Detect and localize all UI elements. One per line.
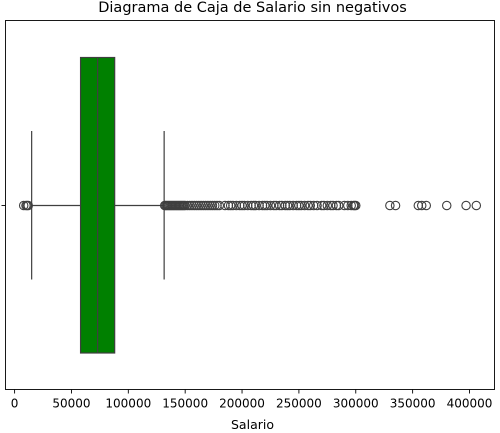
outlier-point xyxy=(282,200,293,211)
chart-title: Diagrama de Caja de Salario sin negativo… xyxy=(98,0,407,16)
box-group xyxy=(31,56,165,354)
outlier-point xyxy=(250,200,261,211)
outlier-point xyxy=(322,200,333,211)
outlier-point xyxy=(351,200,361,211)
x-axis: 0 50000 100000 150000 200000 250000 300000 3500… xyxy=(11,389,493,411)
outlier-point xyxy=(441,200,452,211)
outlier-point xyxy=(296,200,306,211)
outlier-point xyxy=(294,200,304,211)
outlier-point xyxy=(203,200,213,211)
outlier-point xyxy=(265,200,276,211)
x-tick-label: 50000 xyxy=(52,397,90,411)
outlier-point xyxy=(285,200,295,211)
x-tick-label: 400000 xyxy=(447,397,493,411)
x-tick-label: 350000 xyxy=(390,397,436,411)
outlier-point xyxy=(328,200,338,211)
outlier-point xyxy=(23,200,33,211)
outlier-point xyxy=(191,200,202,211)
outlier-point xyxy=(225,200,236,211)
x-tick-label: 200000 xyxy=(219,397,265,411)
outlier-point xyxy=(319,200,329,211)
outlier-point xyxy=(214,200,225,211)
outlier-point xyxy=(262,200,272,211)
outlier-point xyxy=(182,200,193,211)
outlier-point xyxy=(260,200,270,211)
outlier-point xyxy=(239,200,250,211)
outlier-point xyxy=(471,200,482,211)
outlier-point xyxy=(333,200,344,211)
x-tick-label: 250000 xyxy=(276,397,322,411)
outlier-point xyxy=(18,200,29,211)
outlier-point xyxy=(237,200,247,211)
outlier-point xyxy=(196,200,206,211)
outliers-group xyxy=(18,200,482,211)
outlier-point xyxy=(228,200,238,211)
outlier-point xyxy=(421,200,432,211)
x-axis-label: Salario xyxy=(231,417,274,432)
outlier-point xyxy=(305,200,316,211)
outlier-point xyxy=(339,200,350,211)
x-tick-label: 0 xyxy=(11,397,19,411)
outlier-point xyxy=(248,200,259,211)
outlier-point xyxy=(198,200,209,211)
outlier-point xyxy=(200,200,211,211)
outlier-point xyxy=(205,200,215,211)
outlier-point xyxy=(312,200,322,211)
outlier-point xyxy=(385,200,395,211)
outlier-point xyxy=(184,200,195,211)
outlier-point xyxy=(189,200,200,211)
outlier-point xyxy=(187,200,197,211)
outlier-point xyxy=(209,200,220,211)
x-tick-label: 100000 xyxy=(105,397,151,411)
x-tick-label: 300000 xyxy=(333,397,379,411)
outlier-point xyxy=(346,200,356,211)
outlier-point xyxy=(461,200,471,211)
x-tick-label: 150000 xyxy=(162,397,208,411)
outlier-point xyxy=(390,200,401,211)
outlier-point xyxy=(316,200,327,211)
outlier-point xyxy=(194,200,204,211)
plot-area-frame xyxy=(5,20,495,390)
outlier-point xyxy=(416,200,427,211)
outlier-point xyxy=(180,200,190,211)
outlier-point xyxy=(207,200,218,211)
outlier-point xyxy=(303,200,313,211)
outlier-point xyxy=(271,200,281,211)
outlier-point xyxy=(299,200,310,211)
